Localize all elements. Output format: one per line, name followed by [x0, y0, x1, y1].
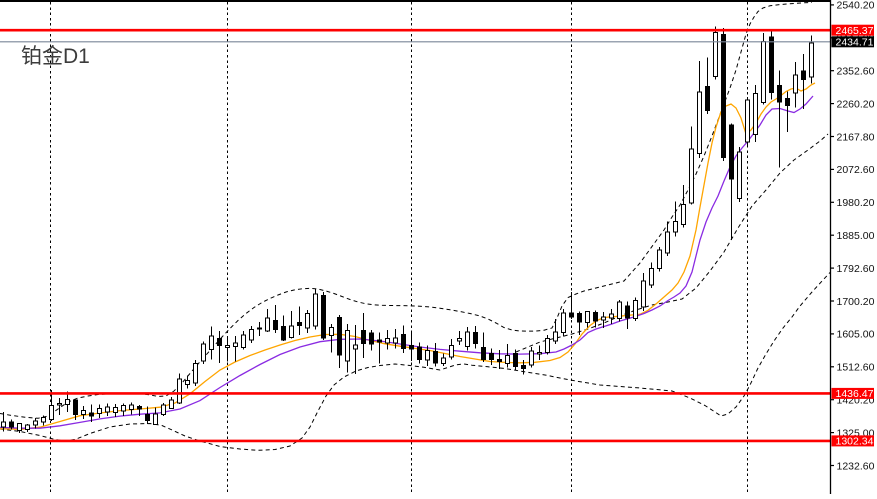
svg-text:1302.34: 1302.34 [836, 436, 874, 448]
svg-text:1700.20: 1700.20 [837, 296, 875, 308]
svg-text:2167.80: 2167.80 [837, 131, 875, 143]
svg-text:1885.00: 1885.00 [837, 230, 875, 242]
svg-text:1980.20: 1980.20 [837, 197, 875, 209]
svg-text:1436.47: 1436.47 [836, 388, 874, 400]
svg-text:2072.60: 2072.60 [837, 164, 875, 176]
svg-text:2540.20: 2540.20 [837, 0, 875, 12]
svg-text:铂金D1: 铂金D1 [21, 45, 90, 68]
svg-text:1512.60: 1512.60 [837, 362, 875, 374]
svg-text:2352.60: 2352.60 [837, 66, 875, 78]
svg-text:1605.00: 1605.00 [837, 329, 875, 341]
svg-text:2465.37: 2465.37 [836, 25, 874, 37]
svg-text:1792.60: 1792.60 [837, 263, 875, 275]
svg-text:1232.60: 1232.60 [837, 460, 875, 472]
svg-text:2434.71: 2434.71 [836, 37, 874, 49]
svg-text:2260.20: 2260.20 [837, 98, 875, 110]
